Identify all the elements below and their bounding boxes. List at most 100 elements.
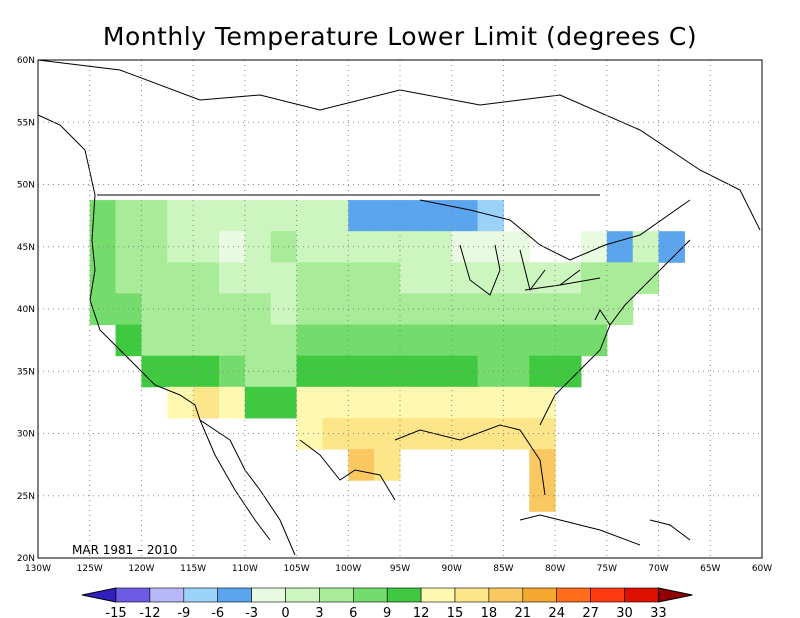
temperature-cell bbox=[348, 293, 375, 326]
temperature-cell bbox=[270, 324, 298, 357]
colorbar-swatch bbox=[386, 587, 422, 603]
colorbar-label: 18 bbox=[481, 606, 498, 618]
temperature-cell bbox=[219, 200, 246, 232]
temperature-cell bbox=[477, 386, 504, 419]
temperature-cell bbox=[632, 231, 660, 263]
colorbar-swatch bbox=[624, 587, 659, 603]
temperature-cell bbox=[477, 324, 504, 357]
temperature-cell bbox=[322, 293, 349, 326]
temperature-cell bbox=[322, 355, 349, 388]
temperature-cell bbox=[167, 231, 194, 263]
temperature-cell bbox=[193, 386, 220, 419]
temperature-cell bbox=[167, 355, 194, 388]
temperature-cell bbox=[374, 386, 401, 419]
lat-tick-label: 35N bbox=[17, 367, 35, 377]
latitude-tick-labels: 20N 25N 30N 35N 40N 45N 50N 55N 60N bbox=[17, 56, 35, 564]
temperature-cell bbox=[193, 231, 220, 263]
lat-tick-label: 30N bbox=[17, 430, 35, 440]
temperature-cell bbox=[89, 293, 117, 326]
temperature-cell bbox=[400, 200, 427, 232]
temperature-cell bbox=[425, 386, 453, 419]
colorbar-swatch bbox=[319, 587, 354, 603]
temperature-cell bbox=[374, 324, 401, 357]
temperature-cell bbox=[348, 417, 375, 450]
temperature-cell bbox=[374, 200, 401, 232]
colorbar-label: 30 bbox=[616, 606, 633, 618]
temperature-cell bbox=[167, 324, 194, 357]
chart-title: Monthly Temperature Lower Limit (degrees… bbox=[102, 22, 698, 51]
temperature-cell bbox=[425, 355, 453, 388]
temperature-cell bbox=[219, 262, 246, 294]
colorbar-label: 12 bbox=[413, 606, 430, 618]
lon-tick-label: 70W bbox=[648, 564, 668, 574]
colorbar-swatch bbox=[285, 587, 320, 603]
temperature-cell bbox=[296, 386, 323, 419]
colorbar-label: 6 bbox=[349, 606, 357, 618]
temperature-cell bbox=[348, 200, 375, 232]
temperature-cell bbox=[141, 200, 168, 232]
temperature-cell bbox=[581, 324, 608, 357]
lon-tick-label: 85W bbox=[493, 564, 513, 574]
temperature-cell bbox=[451, 262, 479, 294]
temperature-cell bbox=[451, 293, 479, 326]
colorbar-swatch bbox=[454, 587, 490, 603]
temperature-cell bbox=[581, 293, 608, 326]
temperature-cell bbox=[219, 355, 246, 388]
coastline-outline bbox=[37, 59, 761, 556]
lon-tick-label: 120W bbox=[128, 564, 154, 574]
temperature-cell bbox=[193, 293, 220, 326]
temperature-cell bbox=[322, 417, 349, 450]
temperature-cell bbox=[244, 200, 272, 232]
temperature-cell bbox=[503, 324, 530, 357]
temperature-cell bbox=[348, 355, 375, 388]
colorbar-swatch bbox=[522, 587, 557, 603]
period-label: MAR 1981 – 2010 bbox=[72, 543, 177, 557]
lon-tick-label: 115W bbox=[180, 564, 206, 574]
colorbar-label: 15 bbox=[447, 606, 464, 618]
temperature-cell bbox=[219, 231, 246, 263]
temperature-cell bbox=[555, 262, 582, 294]
temperature-cell bbox=[322, 231, 349, 263]
colorbar-label: 24 bbox=[548, 606, 565, 618]
lon-tick-label: 60W bbox=[752, 564, 772, 574]
temperature-cell bbox=[503, 231, 530, 263]
temperature-cell bbox=[193, 355, 220, 388]
temperature-cell bbox=[503, 386, 530, 419]
colorbar: -15 -12 -9 -6 -3 0 3 6 9 12 15 18 21 24 27 30 33 bbox=[81, 587, 693, 618]
temperature-cell bbox=[425, 293, 453, 326]
temperature-cell bbox=[451, 386, 479, 419]
temperature-cell bbox=[477, 417, 504, 450]
temperature-cell bbox=[606, 262, 634, 294]
temperature-cell bbox=[270, 386, 298, 419]
lon-tick-label: 95W bbox=[390, 564, 410, 574]
colorbar-label: -12 bbox=[139, 606, 160, 618]
temperature-cell bbox=[503, 417, 530, 450]
temperature-cell bbox=[167, 262, 194, 294]
colorbar-swatch bbox=[149, 587, 185, 603]
colorbar-swatch bbox=[556, 587, 591, 603]
temperature-cell bbox=[296, 200, 323, 232]
lat-tick-label: 60N bbox=[17, 56, 35, 66]
colorbar-label: 0 bbox=[281, 606, 289, 618]
temperature-cell bbox=[374, 262, 401, 294]
colorbar-swatch bbox=[352, 587, 388, 603]
lat-tick-label: 50N bbox=[17, 181, 35, 191]
temperature-cell bbox=[477, 200, 504, 232]
lon-tick-label: 75W bbox=[597, 564, 617, 574]
colorbar-swatch bbox=[217, 587, 252, 603]
lat-tick-label: 25N bbox=[17, 492, 35, 502]
temperature-cell bbox=[374, 449, 401, 481]
temperature-cell bbox=[400, 262, 427, 294]
temperature-cell bbox=[658, 231, 685, 263]
colorbar-label: -6 bbox=[211, 606, 224, 618]
temperature-cell bbox=[451, 231, 479, 263]
temperature-cell bbox=[477, 231, 504, 263]
temperature-cell bbox=[348, 262, 375, 294]
lon-tick-label: 65W bbox=[700, 564, 720, 574]
colorbar-swatch bbox=[420, 587, 456, 603]
colorbar-right-arrow bbox=[657, 587, 693, 603]
lat-tick-label: 45N bbox=[17, 243, 35, 253]
temperature-cell bbox=[296, 324, 323, 357]
colorbar-label: -9 bbox=[177, 606, 190, 618]
